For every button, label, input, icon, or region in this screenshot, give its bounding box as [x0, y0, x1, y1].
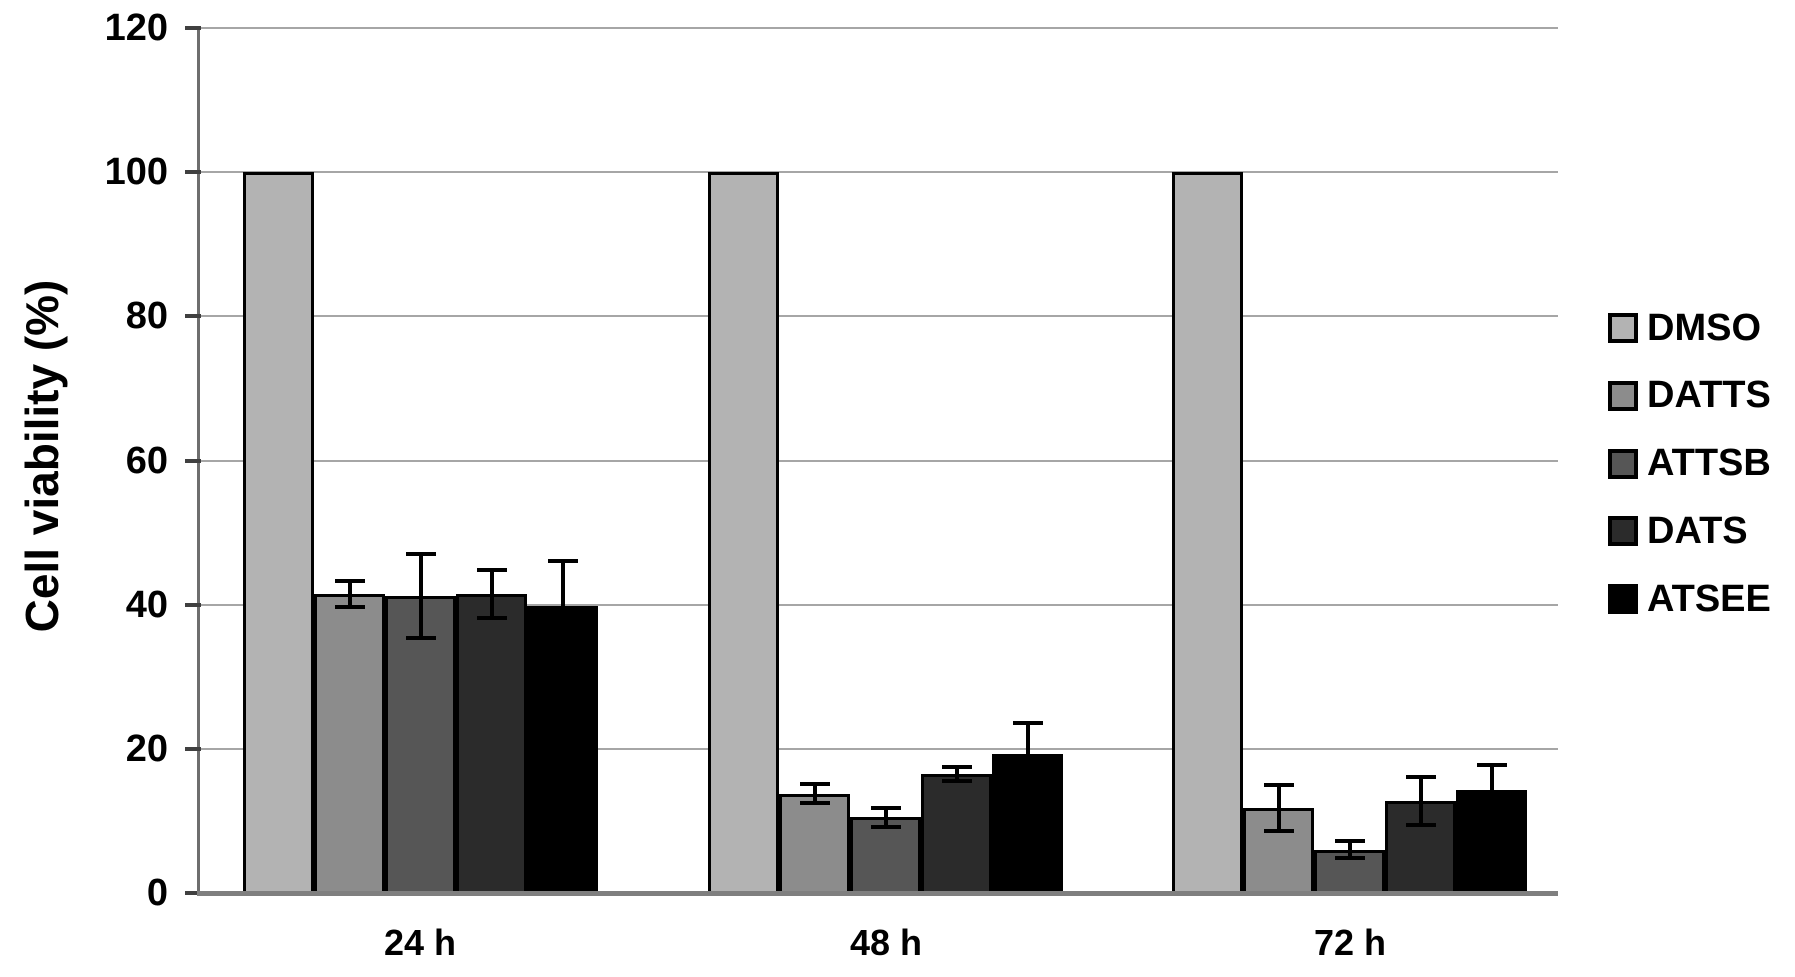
- gridline-60: [200, 459, 1558, 462]
- error-bar-cap-top: [405, 552, 436, 557]
- bar-dmso-1: [243, 172, 314, 893]
- bar-datts-1: [314, 593, 385, 893]
- x-category-label-3: 72 h: [1313, 922, 1387, 963]
- error-bar-line: [1276, 784, 1281, 831]
- y-tick-100: [185, 170, 201, 175]
- error-bar-cap-top: [799, 782, 830, 787]
- y-tick-0: [185, 891, 201, 895]
- x-category-label-1: 24 h: [383, 922, 457, 963]
- bar-dats-2: [921, 774, 992, 893]
- error-bar-line: [1418, 776, 1423, 825]
- error-bar-cap-bottom: [1476, 812, 1507, 817]
- legend-swatch-atsee: [1608, 584, 1638, 614]
- error-bar-cap-top: [1012, 720, 1043, 725]
- bar-dats-1: [456, 593, 527, 893]
- error-bar-cap-bottom: [1263, 829, 1294, 833]
- legend-item-dmso: DMSO: [1608, 304, 1761, 352]
- gridline-100: [200, 171, 1558, 174]
- legend-swatch-dmso: [1608, 313, 1638, 343]
- legend-swatch-datts: [1608, 380, 1638, 411]
- gridline-40: [200, 603, 1558, 606]
- error-bar-cap-top: [476, 568, 507, 573]
- y-tick-label-120: 120: [104, 7, 168, 49]
- error-bar-cap-top: [1334, 839, 1365, 844]
- legend-item-datts: DATTS: [1608, 372, 1771, 420]
- error-bar-line: [883, 807, 888, 827]
- error-bar-cap-top: [1263, 782, 1294, 787]
- error-bar-cap-bottom: [941, 779, 972, 784]
- legend-item-attsb: ATTSB: [1608, 440, 1771, 488]
- y-tick-label-60: 60: [125, 439, 168, 482]
- x-category-label-2: 48 h: [849, 922, 923, 963]
- bar-dmso-2: [708, 172, 779, 893]
- bar-datts-2: [779, 793, 850, 893]
- error-bar-cap-top: [547, 559, 578, 564]
- error-bar-cap-top: [334, 578, 365, 583]
- error-bar-cap-bottom: [1334, 856, 1365, 861]
- y-tick-label-80: 80: [125, 295, 168, 338]
- error-bar-cap-top: [870, 805, 901, 810]
- y-tick-80: [185, 314, 201, 319]
- error-bar-cap-bottom: [334, 604, 365, 609]
- legend-item-dats: DATS: [1608, 507, 1748, 555]
- error-bar-line: [812, 784, 817, 803]
- y-tick-60: [185, 458, 201, 463]
- x-axis-line: [197, 891, 1558, 896]
- y-tick-label-100: 100: [104, 151, 168, 194]
- bar-dmso-3: [1172, 172, 1243, 893]
- y-tick-label-0: 0: [146, 872, 168, 914]
- legend-item-atsee: ATSEE: [1608, 575, 1771, 623]
- bar-atsee-1: [527, 606, 598, 893]
- legend-label-attsb: ATTSB: [1647, 442, 1771, 484]
- legend-label-dats: DATS: [1647, 509, 1748, 552]
- error-bar-line: [418, 554, 423, 638]
- gridline-80: [200, 315, 1558, 318]
- error-bar-cap-bottom: [870, 824, 901, 829]
- error-bar-line: [489, 570, 494, 618]
- error-bar-cap-bottom: [799, 800, 830, 805]
- error-bar-cap-bottom: [1012, 782, 1043, 787]
- legend-label-dmso: DMSO: [1647, 306, 1761, 349]
- y-tick-label-40: 40: [125, 583, 168, 626]
- y-tick-label-20: 20: [125, 727, 168, 770]
- legend-swatch-attsb: [1608, 448, 1638, 479]
- error-bar-cap-bottom: [1405, 822, 1436, 827]
- bar-attsb-1: [385, 596, 456, 893]
- error-bar-line: [1025, 722, 1030, 785]
- y-tick-20: [185, 746, 201, 751]
- error-bar-line: [347, 580, 352, 607]
- error-bar-cap-top: [1476, 763, 1507, 768]
- error-bar-line: [954, 766, 959, 782]
- error-bar-cap-bottom: [547, 648, 578, 653]
- y-tick-40: [185, 602, 201, 607]
- legend-swatch-dats: [1608, 516, 1638, 547]
- gridline-20: [200, 747, 1558, 750]
- error-bar-cap-bottom: [405, 635, 436, 640]
- error-bar-line: [1489, 765, 1494, 815]
- gridline-120: [200, 27, 1558, 29]
- error-bar-cap-top: [941, 764, 972, 769]
- error-bar-cap-top: [1405, 774, 1436, 779]
- bar-dats-3: [1385, 800, 1456, 893]
- error-bar-line: [1347, 841, 1352, 859]
- error-bar-line: [560, 561, 565, 651]
- legend-label-datts: DATTS: [1647, 374, 1771, 417]
- error-bar-cap-bottom: [476, 615, 507, 620]
- y-tick-120: [185, 26, 201, 30]
- legend-label-atsee: ATSEE: [1647, 577, 1771, 620]
